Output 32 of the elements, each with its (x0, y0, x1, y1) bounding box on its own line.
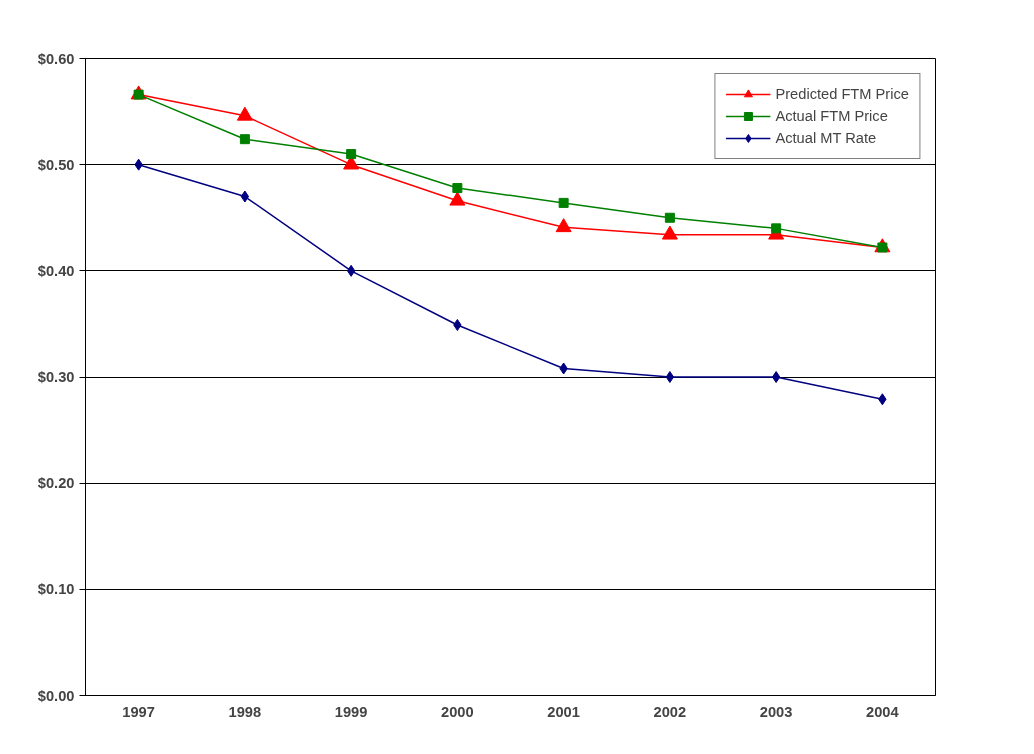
x-tick-label: 2000 (441, 703, 474, 720)
y-tick-label: $0.00 (37, 687, 75, 704)
point (664, 212, 675, 223)
point (558, 197, 569, 208)
point (555, 218, 572, 233)
point (346, 264, 356, 277)
y-tick-label: $0.30 (37, 369, 75, 385)
point (771, 371, 781, 383)
point (665, 371, 675, 383)
x-tick-label: 2001 (547, 703, 580, 720)
y-tick-label: $0.40 (37, 262, 75, 279)
legend-label: Actual FTM Price (775, 108, 888, 124)
x-tick-label: 2003 (759, 703, 793, 720)
legend-label: Predicted FTM Price (775, 86, 909, 102)
point (452, 183, 463, 194)
x-tick-label: 2004 (866, 703, 900, 720)
x-tick-label: 1999 (334, 703, 368, 720)
point (449, 191, 466, 206)
y-tick-label: $0.60 (37, 50, 75, 67)
point (240, 190, 250, 203)
y-tick-label: $0.50 (37, 156, 75, 173)
point (771, 223, 782, 234)
point (239, 134, 250, 145)
y-tick-label: $0.10 (37, 581, 75, 598)
point (236, 106, 253, 121)
x-tick-label: 1997 (122, 703, 155, 720)
legend-label: Actual MT Rate (775, 130, 877, 146)
x-tick-label: 2002 (653, 703, 687, 720)
point (346, 149, 357, 160)
y-tick-label: $0.20 (37, 475, 75, 492)
x-tick-label: 1998 (228, 703, 262, 720)
point (661, 225, 678, 240)
